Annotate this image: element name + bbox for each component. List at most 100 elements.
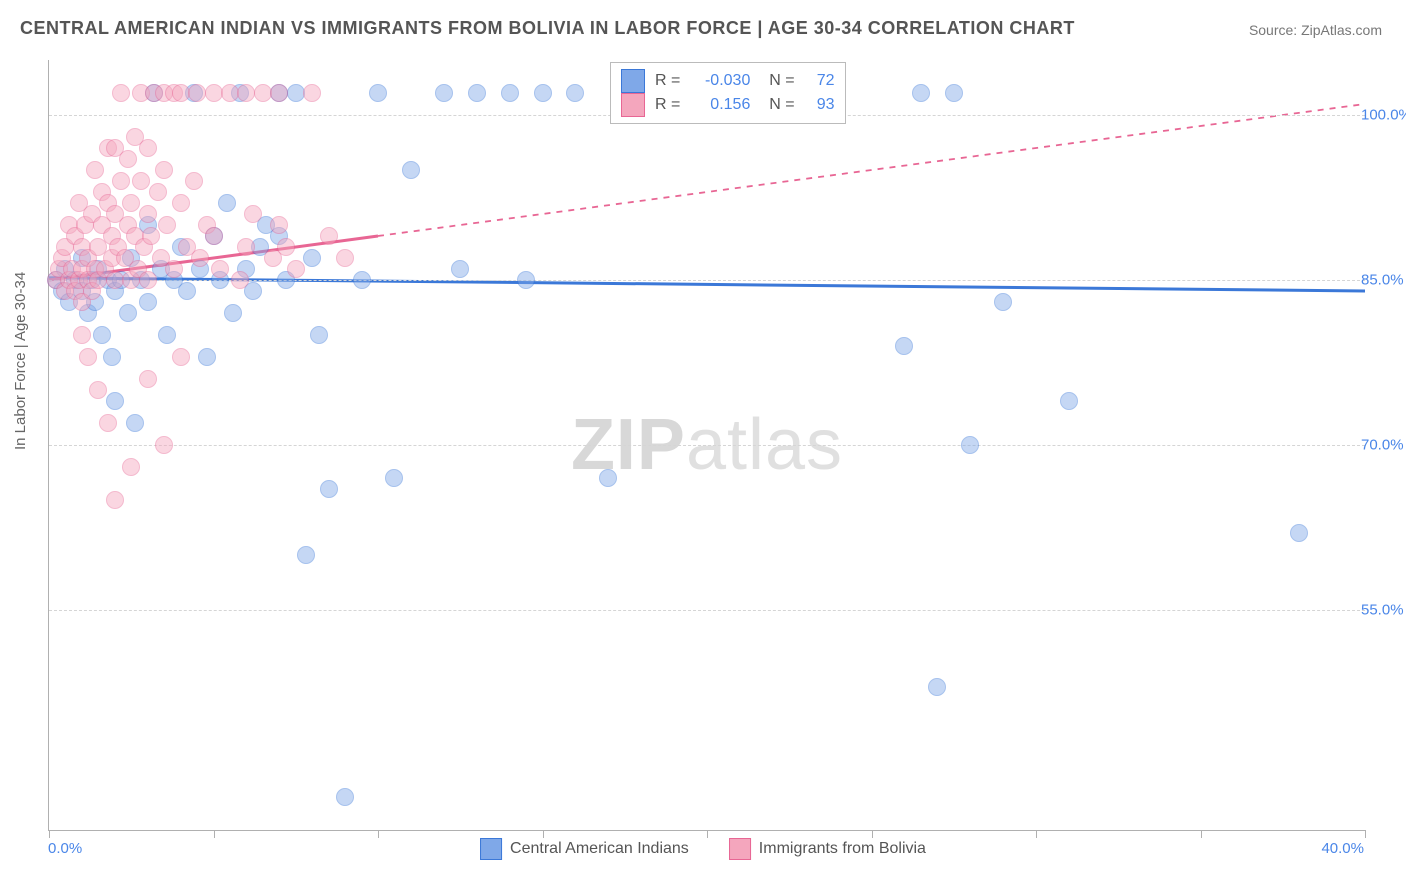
scatter-point [534, 84, 552, 102]
scatter-point [139, 271, 157, 289]
trend-line-dashed [378, 104, 1365, 236]
scatter-point [353, 271, 371, 289]
chart-title: CENTRAL AMERICAN INDIAN VS IMMIGRANTS FR… [20, 18, 1075, 39]
legend-swatch [480, 838, 502, 860]
x-tick [1201, 830, 1202, 838]
scatter-point [158, 326, 176, 344]
scatter-point [126, 414, 144, 432]
scatter-point [566, 84, 584, 102]
scatter-point [468, 84, 486, 102]
scatter-point [385, 469, 403, 487]
plot-area: ZIPatlas 55.0%70.0%85.0%100.0% [48, 60, 1365, 831]
scatter-point [254, 84, 272, 102]
scatter-point [270, 216, 288, 234]
scatter-point [237, 84, 255, 102]
scatter-point [501, 84, 519, 102]
y-tick-label: 55.0% [1361, 602, 1406, 619]
legend-label: Immigrants from Bolivia [759, 840, 926, 858]
scatter-point [205, 227, 223, 245]
y-tick-label: 100.0% [1361, 107, 1406, 124]
scatter-point [188, 84, 206, 102]
scatter-point [297, 546, 315, 564]
scatter-point [221, 84, 239, 102]
stat-n-label: N = [760, 96, 794, 114]
scatter-point [122, 194, 140, 212]
legend-item: Central American Indians [480, 838, 689, 860]
scatter-point [303, 249, 321, 267]
scatter-point [928, 678, 946, 696]
scatter-point [106, 491, 124, 509]
x-tick [872, 830, 873, 838]
stat-n-label: N = [760, 72, 794, 90]
scatter-point [191, 249, 209, 267]
scatter-point [93, 326, 111, 344]
scatter-point [599, 469, 617, 487]
stat-row: R = 0.156 N = 93 [621, 93, 835, 117]
scatter-point [961, 436, 979, 454]
scatter-point [79, 348, 97, 366]
scatter-point [369, 84, 387, 102]
stat-r-value: 0.156 [690, 96, 750, 114]
scatter-point [139, 139, 157, 157]
scatter-point [142, 227, 160, 245]
scatter-point [994, 293, 1012, 311]
scatter-point [224, 304, 242, 322]
y-tick-label: 85.0% [1361, 272, 1406, 289]
scatter-point [172, 194, 190, 212]
source-label: Source: ZipAtlas.com [1249, 22, 1382, 38]
legend-swatch [729, 838, 751, 860]
scatter-point [119, 304, 137, 322]
scatter-point [1290, 524, 1308, 542]
x-tick [1365, 830, 1366, 838]
stat-r-label: R = [655, 72, 680, 90]
scatter-point [139, 293, 157, 311]
scatter-point [106, 271, 124, 289]
scatter-point [185, 172, 203, 190]
gridline-h [49, 610, 1365, 611]
stat-r-label: R = [655, 96, 680, 114]
x-tick [49, 830, 50, 838]
scatter-point [287, 260, 305, 278]
scatter-point [139, 370, 157, 388]
x-axis-min-label: 0.0% [48, 840, 82, 857]
scatter-point [86, 161, 104, 179]
scatter-point [139, 205, 157, 223]
scatter-point [945, 84, 963, 102]
scatter-point [99, 414, 117, 432]
stat-swatch [621, 69, 645, 93]
scatter-point [237, 238, 255, 256]
stat-row: R =-0.030 N =72 [621, 69, 835, 93]
scatter-point [231, 271, 249, 289]
scatter-point [103, 348, 121, 366]
scatter-point [402, 161, 420, 179]
scatter-point [198, 348, 216, 366]
scatter-point [172, 84, 190, 102]
legend-label: Central American Indians [510, 840, 689, 858]
scatter-point [244, 205, 262, 223]
scatter-point [112, 84, 130, 102]
x-tick [543, 830, 544, 838]
x-tick [214, 830, 215, 838]
stat-n-value: 93 [805, 96, 835, 114]
scatter-point [287, 84, 305, 102]
scatter-point [336, 249, 354, 267]
x-tick [707, 830, 708, 838]
scatter-point [155, 436, 173, 454]
scatter-point [270, 84, 288, 102]
scatter-point [132, 172, 150, 190]
y-tick-label: 70.0% [1361, 437, 1406, 454]
scatter-point [310, 326, 328, 344]
scatter-point [320, 227, 338, 245]
scatter-point [158, 216, 176, 234]
scatter-point [451, 260, 469, 278]
scatter-point [336, 788, 354, 806]
scatter-point [1060, 392, 1078, 410]
scatter-point [172, 348, 190, 366]
scatter-point [205, 84, 223, 102]
legend: Central American Indians Immigrants from … [480, 838, 926, 860]
scatter-point [106, 392, 124, 410]
stat-n-value: 72 [805, 72, 835, 90]
scatter-point [218, 194, 236, 212]
scatter-point [303, 84, 321, 102]
scatter-point [112, 172, 130, 190]
